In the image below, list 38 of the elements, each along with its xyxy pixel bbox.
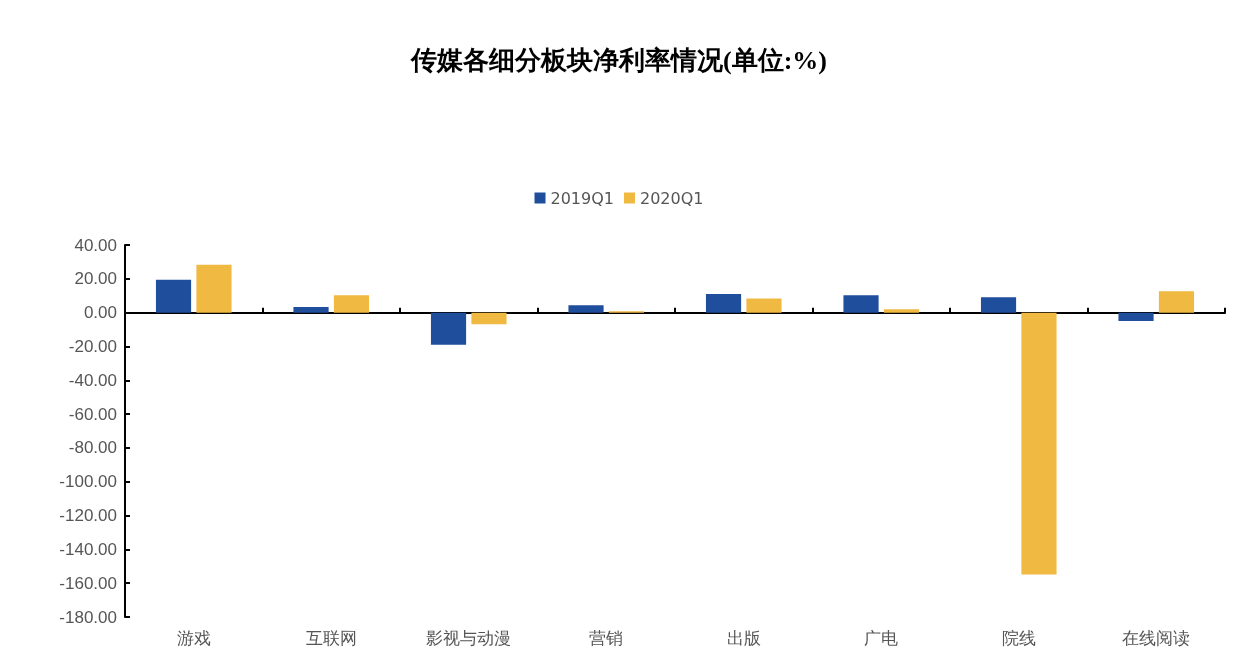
y-tick-label: -60.00 bbox=[68, 404, 117, 424]
y-tick-label: -40.00 bbox=[68, 370, 117, 390]
bar bbox=[471, 312, 507, 325]
bar bbox=[293, 306, 329, 313]
bar bbox=[155, 279, 192, 313]
x-tick-label: 互联网 bbox=[305, 627, 357, 648]
bar bbox=[1158, 291, 1195, 313]
y-tick-label: -20.00 bbox=[68, 336, 117, 356]
legend-label: 2020Q1 bbox=[640, 188, 704, 208]
y-tick-label: -100.00 bbox=[59, 472, 117, 492]
x-tick-label: 广电 bbox=[864, 627, 899, 648]
legend-label: 2019Q1 bbox=[550, 188, 615, 208]
y-tick-label: -120.00 bbox=[59, 506, 117, 526]
x-tick-label: 院线 bbox=[1001, 627, 1036, 648]
y-tick-label: 0.00 bbox=[83, 303, 117, 323]
y-tick-label: -160.00 bbox=[59, 573, 117, 593]
bar bbox=[1118, 312, 1154, 322]
x-tick-label: 影视与动漫 bbox=[426, 627, 512, 648]
chart-title: 传媒各细分板块净利率情况(单位:%) bbox=[410, 45, 827, 75]
bar bbox=[746, 298, 782, 313]
y-tick-label: 40.00 bbox=[74, 235, 117, 255]
x-tick-label: 出版 bbox=[726, 627, 761, 648]
y-tick-label: -180.00 bbox=[59, 607, 117, 627]
y-tick-label: -140.00 bbox=[59, 539, 117, 559]
bar bbox=[1021, 312, 1057, 575]
x-tick-label: 在线阅读 bbox=[1122, 627, 1191, 648]
bar bbox=[196, 264, 232, 313]
x-tick-label: 营销 bbox=[589, 627, 624, 648]
y-tick-label: 20.00 bbox=[74, 269, 117, 289]
x-tick-label: 游戏 bbox=[176, 627, 211, 648]
bar bbox=[333, 295, 370, 313]
bar bbox=[430, 312, 467, 345]
bar bbox=[843, 295, 879, 313]
bar bbox=[568, 305, 604, 313]
bar bbox=[705, 294, 742, 313]
bar bbox=[883, 309, 920, 313]
bar bbox=[980, 297, 1017, 313]
y-tick-label: -80.00 bbox=[68, 438, 117, 458]
